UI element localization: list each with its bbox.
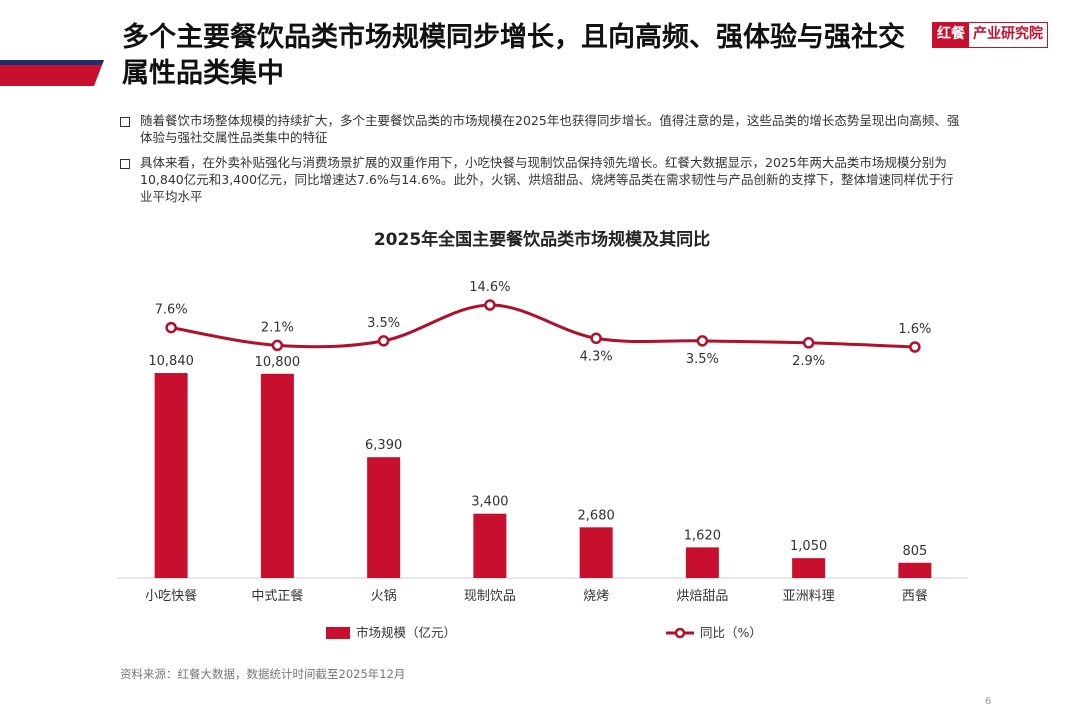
bar: [898, 562, 932, 578]
bar-value-label: 1,620: [684, 528, 721, 543]
yoy-value-label: 2.1%: [261, 320, 294, 335]
yoy-value-label: 1.6%: [898, 322, 931, 337]
bullet-item: 具体来看，在外卖补贴强化与消费场景扩展的双重作用下，小吃快餐与现制饮品保持领先增…: [120, 154, 965, 205]
bar-value-label: 10,840: [148, 354, 194, 369]
logo-brand: 红餐: [933, 23, 969, 47]
logo-subtitle: 产业研究院: [973, 26, 1043, 42]
bar-value-label: 805: [902, 544, 927, 559]
x-tick-label: 烧烤: [583, 589, 609, 604]
title-accent-bar: [0, 60, 104, 86]
x-tick-label: 现制饮品: [464, 589, 516, 604]
yoy-value-label: 7.6%: [155, 303, 188, 318]
chart-title: 2025年全国主要餐饮品类市场规模及其同比: [374, 229, 710, 250]
yoy-point: [165, 321, 177, 334]
bar: [260, 373, 294, 578]
bullet-item: 随着餐饮市场整体规模的持续扩大，多个主要餐饮品类的市场规模在2025年也获得同步…: [120, 112, 965, 146]
x-tick-label: 中式正餐: [251, 588, 303, 604]
x-tick-label: 烘焙甜品: [676, 588, 728, 604]
bullet-square-icon: [120, 159, 130, 169]
yoy-value-label: 3.5%: [686, 352, 719, 367]
page-title: 多个主要餐饮品类市场规模同步增长，且向高频、强体验与强社交属性品类集中: [122, 22, 905, 89]
market-size-chart: 2025年全国主要餐饮品类市场规模及其同比 10,840 小吃快餐 10,800 中式…: [118, 229, 968, 640]
page-number: 6: [985, 696, 992, 707]
source-note: 资料来源：红餐大数据，数据统计时间截至2025年12月: [120, 667, 406, 681]
yoy-value-label: 3.5%: [367, 316, 400, 331]
bar-value-label: 1,050: [790, 539, 827, 554]
x-tick-label: 西餐: [902, 588, 928, 604]
brand-logo: 红餐 产业研究院: [932, 22, 1048, 48]
bars-layer: 10,840 小吃快餐 10,800 中式正餐 6,390 火锅 3,400 现制饮品 2,68…: [145, 354, 932, 604]
bar-value-label: 10,800: [255, 355, 301, 370]
bar: [792, 558, 826, 578]
bar-value-label: 6,390: [365, 438, 402, 453]
yoy-line: [170, 303, 915, 349]
line-layer: 7.6% 2.1% 3.5% 14.6% 4.3% 3.5% 2.9% 1.6%: [155, 280, 932, 369]
bar-value-label: 2,680: [578, 508, 615, 523]
yoy-point: [909, 341, 921, 353]
yoy-point: [590, 332, 602, 345]
legend-bar-swatch: [326, 627, 350, 639]
yoy-point: [802, 337, 815, 349]
yoy-value-label: 14.6%: [469, 280, 510, 295]
bullet-text: 随着餐饮市场整体规模的持续扩大，多个主要餐饮品类的市场规模在2025年也获得同步…: [140, 113, 960, 145]
yoy-point: [484, 299, 496, 311]
bar-value-label: 3,400: [471, 495, 508, 510]
legend-bar-label: 市场规模（亿元）: [356, 625, 456, 640]
yoy-value-label: 4.3%: [580, 349, 613, 364]
yoy-point: [271, 339, 284, 352]
bullet-square-icon: [120, 117, 130, 127]
yoy-point: [696, 335, 709, 347]
x-tick-label: 火锅: [371, 588, 397, 604]
legend-line-label: 同比（%）: [700, 625, 762, 640]
yoy-point: [377, 335, 390, 347]
bar: [367, 457, 401, 578]
bar: [473, 513, 507, 578]
legend: 市场规模（亿元） 同比（%）: [326, 625, 762, 640]
bullet-text: 具体来看，在外卖补贴强化与消费场景扩展的双重作用下，小吃快餐与现制饮品保持领先增…: [140, 155, 954, 204]
x-tick-label: 小吃快餐: [145, 588, 197, 604]
x-tick-label: 亚洲料理: [783, 589, 835, 604]
bar: [154, 373, 188, 578]
bar: [579, 527, 613, 578]
legend-line-marker: [674, 627, 686, 639]
bullet-list: 随着餐饮市场整体规模的持续扩大，多个主要餐饮品类的市场规模在2025年也获得同步…: [120, 112, 965, 213]
bar: [685, 547, 719, 578]
yoy-value-label: 2.9%: [792, 354, 825, 369]
